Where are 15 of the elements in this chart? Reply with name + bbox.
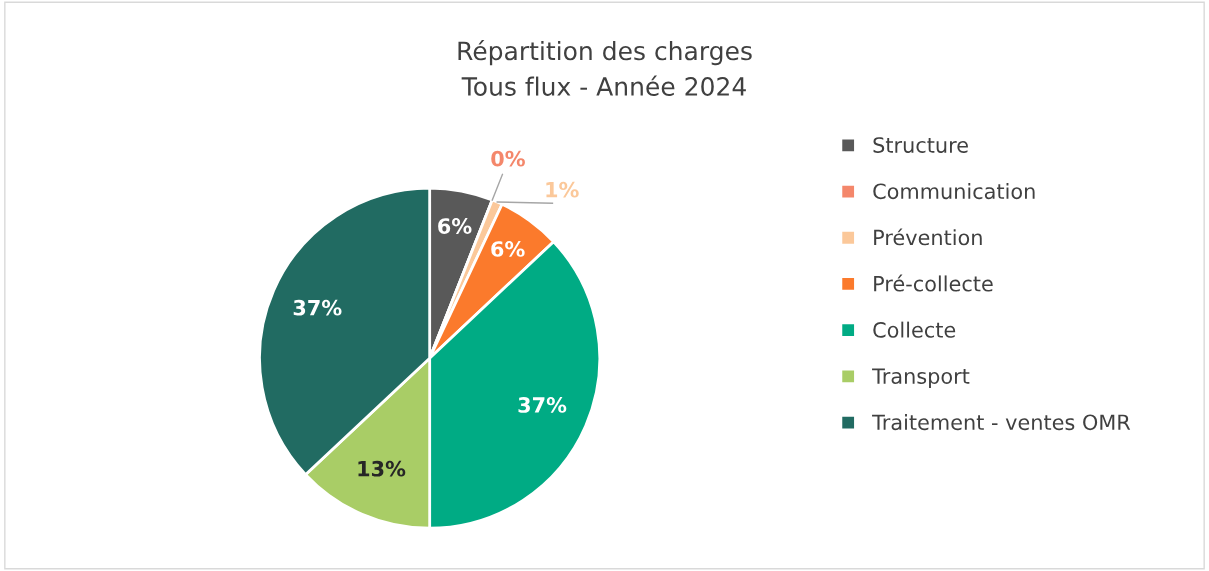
legend-label: Traitement - ventes OMR	[872, 414, 1131, 431]
data-label: 6%	[491, 241, 525, 257]
legend-label: Structure	[873, 137, 968, 153]
text: 0%	[491, 150, 525, 167]
legend-label: Prévention	[874, 228, 982, 246]
data-label: 13%	[358, 460, 406, 477]
data-label: 37%	[293, 299, 342, 316]
legend-label: Transport	[872, 368, 970, 388]
data-label: 1%	[546, 181, 579, 198]
data-label: 6%	[438, 218, 472, 234]
legend-label: Communication	[873, 183, 1035, 200]
data-label: 37%	[518, 397, 567, 413]
legend-label: Pré-collecte	[874, 274, 993, 292]
chart-title: Répartition des charges Tous flux - Année 2024	[458, 39, 752, 96]
legend-label: Collecte	[873, 321, 956, 338]
